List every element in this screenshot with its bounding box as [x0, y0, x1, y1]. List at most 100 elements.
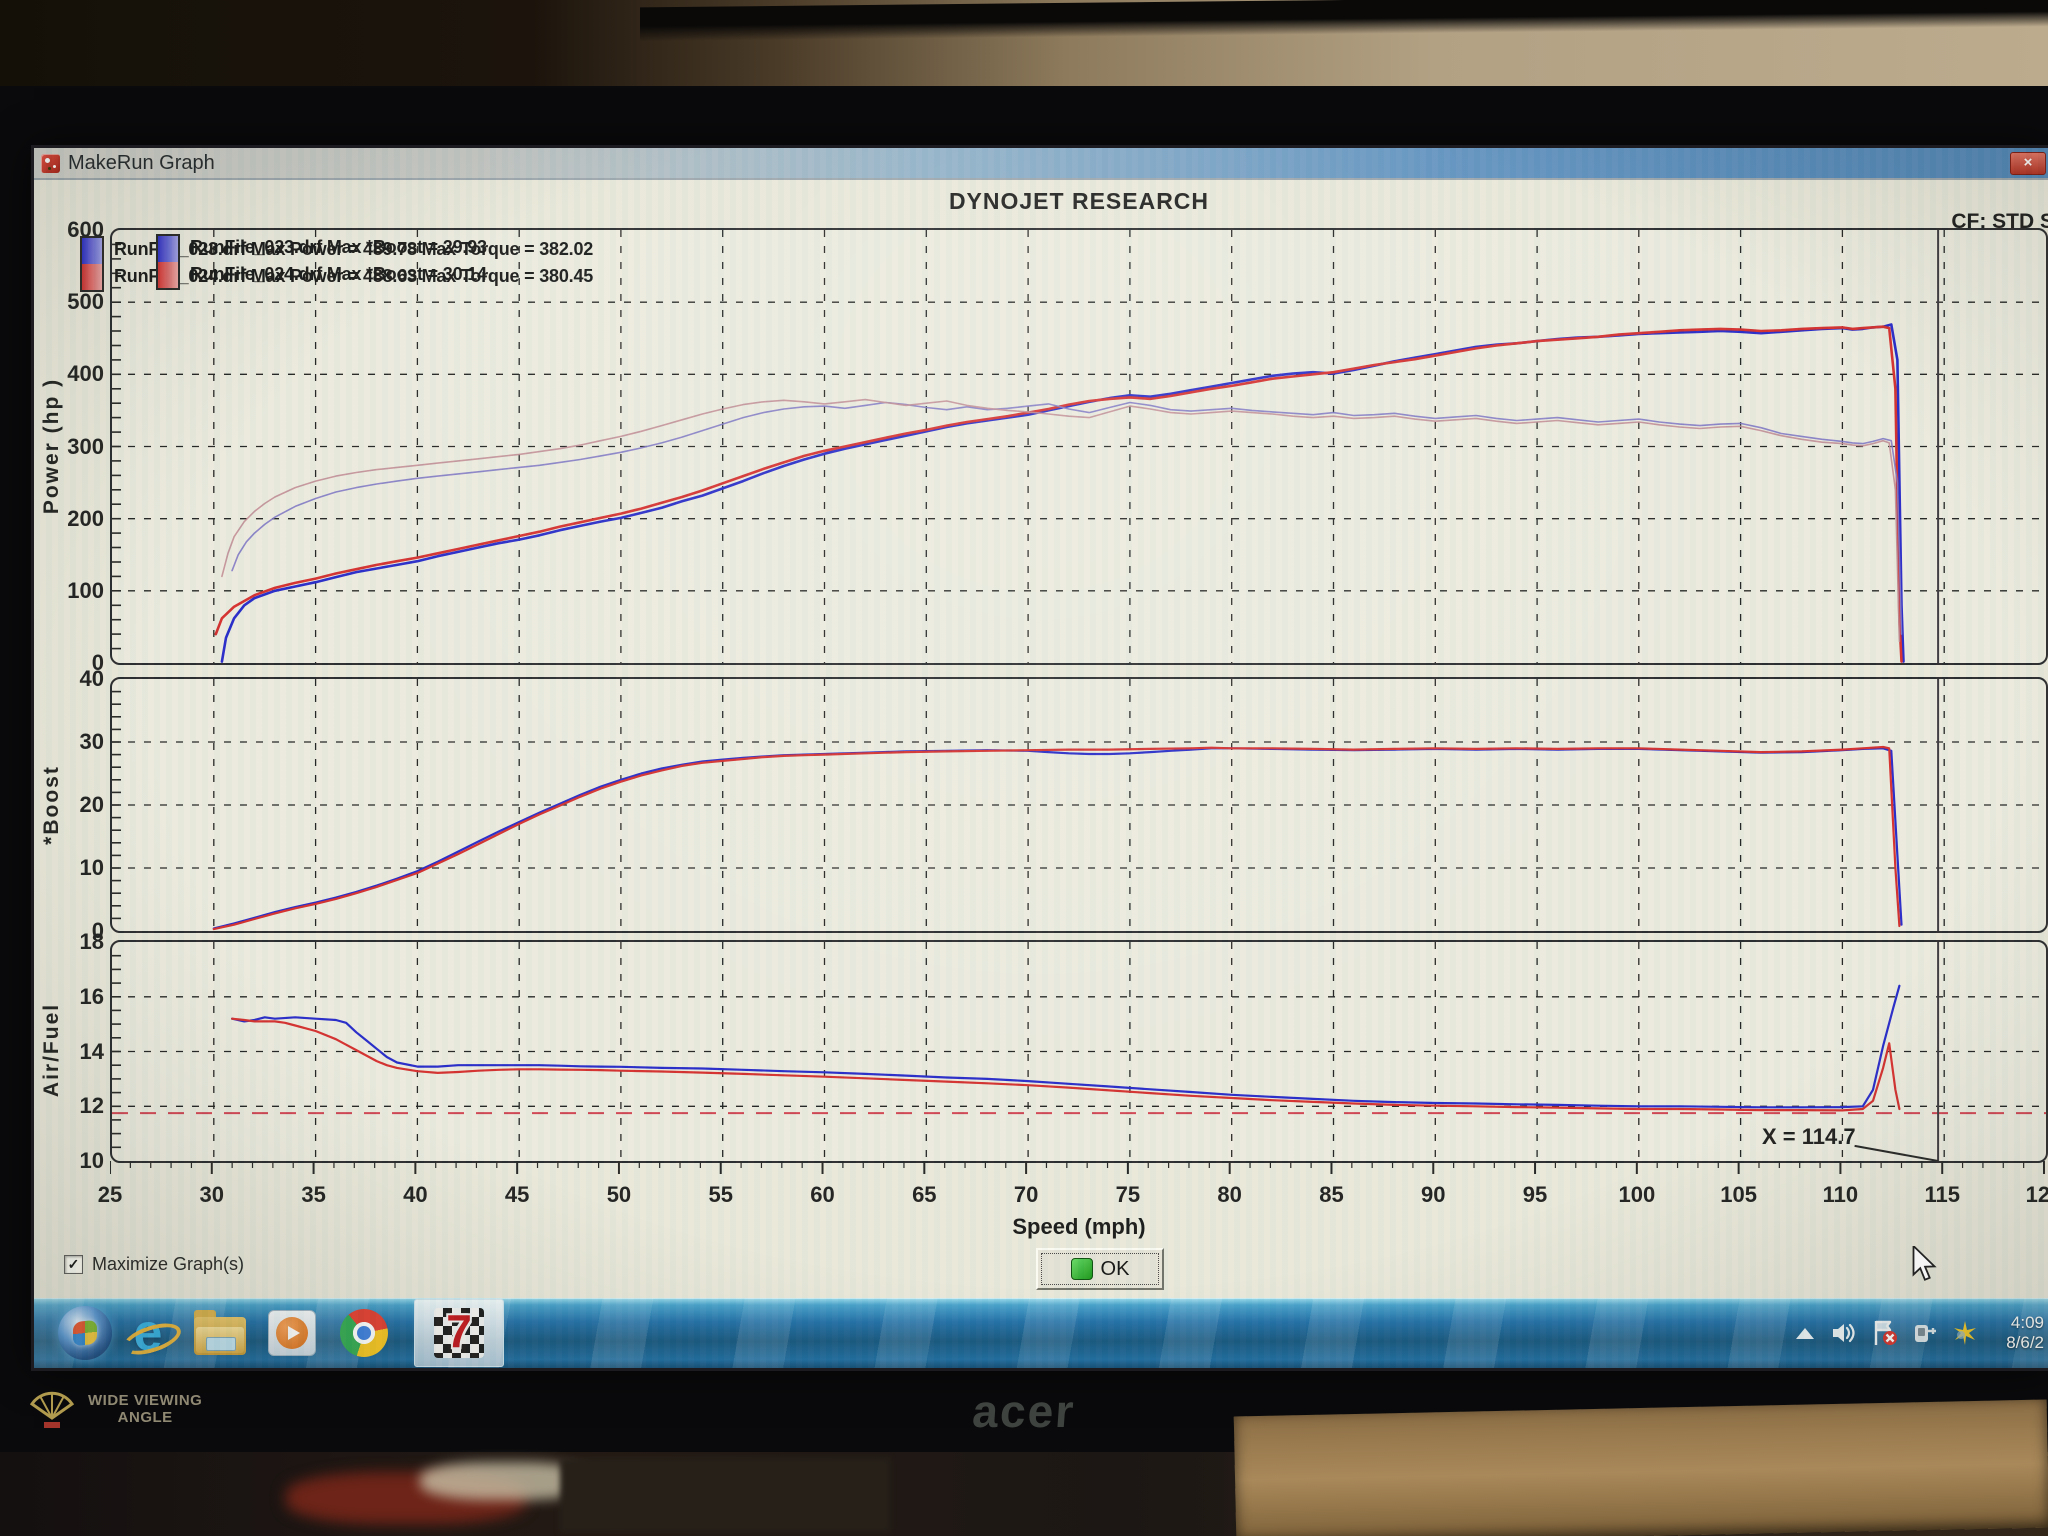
- x-tick-label: 40: [403, 1182, 428, 1207]
- y-tick-label: 16: [79, 983, 104, 1009]
- legend-run024-power: RunFile_024.drf Max Power = 488.63 Max T…: [114, 266, 594, 286]
- internet-explorer-icon: e: [133, 1304, 163, 1362]
- x-tick-label: 80: [1217, 1182, 1242, 1207]
- x-tick-label: 30: [199, 1182, 225, 1207]
- taskbar-item-winpep7-active[interactable]: 7: [414, 1299, 504, 1367]
- legend-swatch-stack: [156, 234, 180, 290]
- ok-button-focus-ring: [1041, 1253, 1159, 1285]
- x-tick-label: 45: [504, 1182, 530, 1207]
- x-tick-label: 95: [1522, 1182, 1548, 1207]
- run024-color-swatch: [82, 264, 102, 290]
- y-tick-label: 30: [79, 729, 104, 754]
- x-tick-label: 65: [912, 1182, 937, 1207]
- y-tick-label: 10: [79, 1148, 104, 1173]
- action-center-flag-icon[interactable]: [1872, 1320, 1898, 1346]
- legend-swatch-stack: [80, 236, 104, 292]
- chrome-icon: [340, 1309, 388, 1357]
- y-tick-label: 400: [67, 361, 104, 387]
- x-tick-label: 110: [1822, 1182, 1859, 1207]
- y-tick-label: 12: [79, 1093, 104, 1119]
- y-tick-label: 500: [67, 289, 104, 315]
- media-player-icon: [268, 1310, 316, 1356]
- maximize-graphs-label: Maximize Graph(s): [92, 1254, 245, 1274]
- x-axis-title: Speed (mph): [1012, 1214, 1146, 1239]
- legend-run024-boost: RunFile_024.drf Max *Boost = 30.14: [190, 264, 487, 284]
- monitor-screen: MakeRun Graph × DYNOJET RESEARCH CF: STD…: [34, 148, 2048, 1368]
- volume-icon[interactable]: [1832, 1320, 1858, 1346]
- acer-logo: acer: [970, 1385, 1078, 1437]
- chart-svg: [112, 942, 2046, 1161]
- y-tick-label: 14: [79, 1038, 104, 1064]
- airfuel-chart-panel: [110, 940, 2048, 1163]
- system-tray: 4:09 8/6/2: [1792, 1298, 2048, 1368]
- y-tick-label: 40: [79, 666, 104, 691]
- taskbar-item-chrome[interactable]: [328, 1300, 400, 1366]
- x-tick-label: 55: [708, 1182, 733, 1207]
- power-plug-icon[interactable]: [1912, 1320, 1938, 1346]
- y-tick-label: 0: [91, 650, 104, 675]
- chart-svg: [112, 230, 2046, 663]
- plot-area: RunFile_023.drf Max Power = 489.78 Max T…: [40, 217, 2048, 1258]
- x-tick-label: 60: [810, 1182, 835, 1207]
- app-icon: [41, 153, 60, 173]
- x-tick-label: 90: [1421, 1182, 1446, 1207]
- ok-button[interactable]: OK: [1036, 1248, 1164, 1290]
- boost-chart-panel: [110, 677, 2048, 933]
- x-axis-ruler: [110, 1161, 2045, 1174]
- y-tick-label: 100: [67, 577, 104, 603]
- folder-icon: [194, 1310, 246, 1355]
- taskbar-item-internet-explorer[interactable]: e: [112, 1300, 185, 1366]
- y-tick-label: 10: [79, 855, 104, 880]
- run024-color-swatch: [158, 262, 178, 288]
- dark-box-on-bench: [560, 1458, 890, 1532]
- y-tick-label: 0: [91, 918, 104, 943]
- x-tick-label: 35: [301, 1182, 326, 1207]
- x-tick-label: 70: [1013, 1182, 1039, 1207]
- y-tick-label: 300: [67, 433, 104, 459]
- tray-time: 4:09: [2010, 1313, 2044, 1332]
- y-tick-label: 200: [67, 505, 104, 531]
- windows-taskbar: e 7: [34, 1298, 2048, 1368]
- hidden-icons-arrow[interactable]: [1792, 1320, 1818, 1346]
- taskbar-item-media-player[interactable]: [256, 1300, 328, 1366]
- notification-star-icon[interactable]: [1952, 1320, 1978, 1346]
- boost-chart-legend: RunFile_023.drf Max *Boost = 29.93 RunFi…: [156, 234, 487, 290]
- cursor-x-annotation: X = 114.7: [1762, 1124, 1856, 1149]
- close-button[interactable]: ×: [2010, 152, 2046, 175]
- dynojet-research-heading: DYNOJET RESEARCH: [948, 188, 1210, 214]
- tray-date: 8/6/2: [2006, 1333, 2044, 1352]
- x-tick-label: 105: [1720, 1182, 1757, 1207]
- window-title: MakeRun Graph: [68, 151, 215, 174]
- legend-run023-power: RunFile_023.drf Max Power = 489.78 Max T…: [114, 239, 594, 259]
- winpep7-icon: 7: [434, 1308, 484, 1358]
- x-tick-label: 25: [97, 1182, 123, 1207]
- y-tick-label: 20: [79, 792, 104, 817]
- power-chart-legend: RunFile_023.drf Max Power = 489.78 Max T…: [80, 236, 593, 292]
- wide-viewing-angle-sticker: WIDE VIEWING ANGLE: [26, 1378, 256, 1440]
- sticker-line2: ANGLE: [117, 1409, 173, 1426]
- sticker-emblem-icon: [29, 1391, 75, 1428]
- run023-color-swatch: [82, 238, 102, 264]
- x-tick-label: 75: [1115, 1182, 1141, 1207]
- run023-color-swatch: [158, 236, 178, 262]
- maximize-graphs-option[interactable]: ✓ Maximize Graph(s): [64, 1254, 244, 1275]
- window-titlebar: MakeRun Graph ×: [34, 148, 2048, 180]
- legend-run023-boost: RunFile_023.drf Max *Boost = 29.93: [190, 237, 487, 257]
- maximize-graphs-checkbox[interactable]: ✓: [64, 1255, 83, 1274]
- x-tick-label: 85: [1319, 1182, 1344, 1207]
- x-tick-label: 120: [2025, 1182, 2048, 1207]
- x-tick-label: 115: [1924, 1182, 1960, 1207]
- mouse-cursor: [1912, 1246, 1937, 1281]
- correction-factor-label: CF: STD S: [1951, 210, 2048, 233]
- power-chart-panel: [110, 228, 2048, 665]
- taskbar-clock[interactable]: 4:09 8/6/2: [1992, 1313, 2044, 1353]
- y-tick-label: 18: [79, 929, 104, 954]
- chart-svg: [112, 679, 2046, 931]
- taskbar-item-file-explorer[interactable]: [184, 1300, 256, 1366]
- sticker-line1: WIDE VIEWING: [88, 1392, 203, 1409]
- start-button[interactable]: [58, 1306, 112, 1360]
- ok-button-label: OK: [1100, 1257, 1130, 1280]
- dialog-footer: ✓ Maximize Graph(s) OK: [34, 1248, 2048, 1294]
- x-tick-label: 100: [1618, 1182, 1656, 1207]
